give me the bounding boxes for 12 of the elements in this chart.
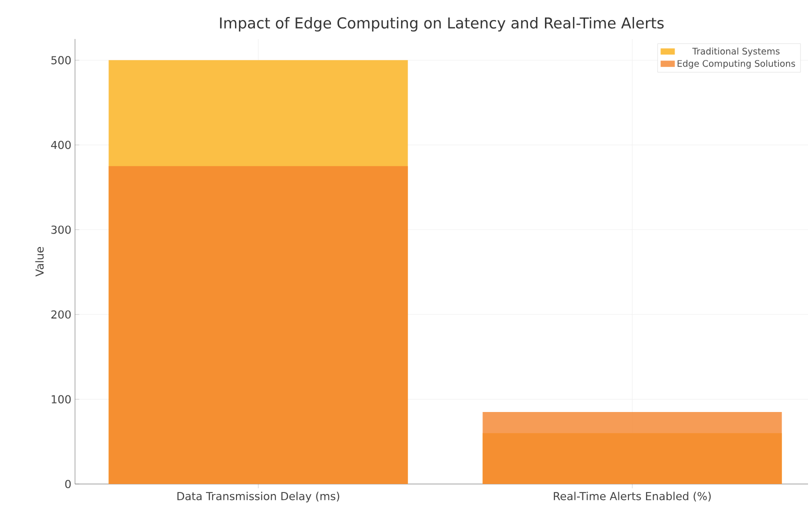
x-tick-label: Real-Time Alerts Enabled (%) xyxy=(554,492,711,502)
y-tick-label: 400 xyxy=(51,140,71,150)
y-axis-title: Value xyxy=(35,247,44,276)
legend-label: Traditional Systems xyxy=(692,48,780,56)
y-tick-label: 0 xyxy=(65,480,71,488)
chart-title: Impact of Edge Computing on Latency and Real-Time Alerts xyxy=(220,17,664,32)
y-tick-label: 300 xyxy=(51,226,71,234)
y-tick-label: 200 xyxy=(51,310,71,319)
x-tick-label: Data Transmission Delay (ms) xyxy=(177,492,340,502)
legend-label: Edge Computing Solutions xyxy=(678,60,796,69)
y-tick-label: 100 xyxy=(52,395,71,404)
y-tick-label: 500 xyxy=(51,56,71,64)
